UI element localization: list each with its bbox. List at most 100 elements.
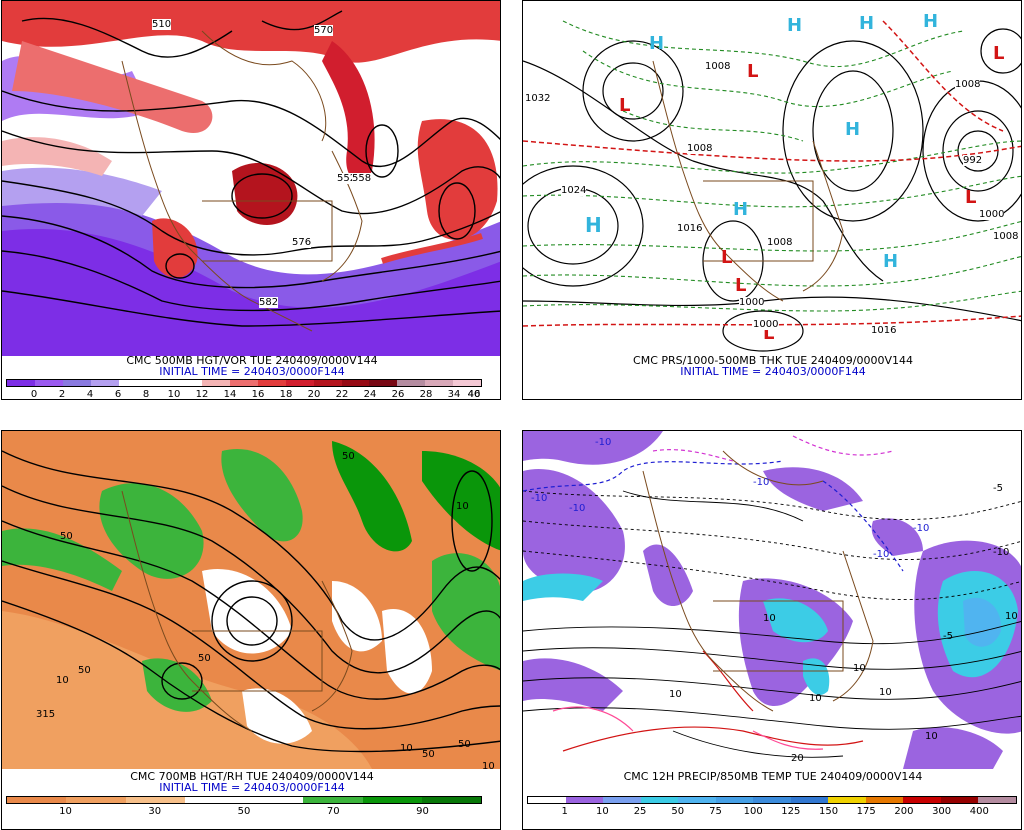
isobar-label: 1000 [753,319,779,330]
high-pressure-marker: H [733,199,749,220]
rh-label: 50 [78,665,91,676]
temp-label: 10 [925,731,938,742]
map-label: 552 [337,173,357,184]
colorbar-tick-label: 28 [419,389,433,400]
temp-label: -5 [993,483,1003,494]
colorbar-swatch [146,380,175,386]
colorbar-swatch [257,380,286,386]
colorbar-ticks: 10 30 50 70 90 [6,806,482,818]
temp-label: 10 [853,663,866,674]
colorbar-swatch [118,380,147,386]
colorbar-swatch [790,797,829,803]
map-label: 558 [352,173,372,184]
humidity-map: 50 50 10 50 50 315 50 10 10 50 10 [2,431,500,772]
colorbar-swatch [528,797,566,803]
high-pressure-marker: H [923,11,939,32]
map-label: 570 [314,25,334,36]
panel-title: CMC 500MB HGT/VOR TUE 240409/0000V144 [126,354,378,367]
isobar-label: 1008 [767,237,793,248]
high-pressure-marker: H [859,13,875,34]
colorbar-tick-label: 25 [633,806,647,817]
rh-label: 50 [342,451,355,462]
colorbar-tick-label: 10 [59,806,72,817]
colorbar-swatch [313,380,342,386]
low-pressure-marker: L [619,95,631,116]
low-pressure-marker: L [747,61,759,82]
precip-map: -10 -10 -10 -10 -10 -5 -5 -10 10 10 -10 … [523,431,1021,769]
colorbar-tick-label: 34 [447,389,461,400]
panel-subtitle: INITIAL TIME = 240403/0000F144 [159,781,345,794]
colorbar-swatch [184,797,244,803]
low-pressure-marker: L [993,43,1005,64]
colorbar-tick-label: 70 [326,806,340,817]
high-pressure-marker: H [845,119,861,140]
colorbar-swatch [90,380,119,386]
colorbar-swatch [397,380,426,386]
colorbar-tick-label: 10 [167,389,181,400]
colorbar-tick-label: 75 [709,806,722,817]
colorbar-swatch [603,797,641,803]
colorbar-tick-label: 16 [251,389,265,400]
colorbar-tick-label: 1 [561,806,568,817]
colorbar-tick-label: 50 [237,806,251,817]
temp-label: -10 [753,477,770,488]
colorbar-tick-label: 10 [596,806,609,817]
panel-subtitle: INITIAL TIME = 240403/0000F144 [680,365,866,378]
colorbar-tick-label: 12 [195,389,209,400]
colorbar-tick-label: 150 [818,806,839,817]
colorbar-swatch [940,797,979,803]
colorbar-swatch [678,797,716,803]
colorbar [527,796,1017,804]
colorbar-swatch [903,797,941,803]
isobar-label: 1000 [739,297,765,308]
pressure-map: H H H H H H H H L L L L L L L 1032 1024 … [523,1,1021,356]
rh-label: 50 [198,653,211,664]
colorbar-swatch [244,797,304,803]
low-pressure-marker: L [965,187,977,208]
colorbar-tick-label: 22 [335,389,349,400]
isobar-label: 1008 [955,79,981,90]
high-pressure-marker: H [649,33,665,54]
isobar-label: 1016 [871,325,897,336]
colorbar-tick-label: 100 [743,806,763,817]
temp-label: -10 [531,493,548,504]
colorbar-tick-label: 90 [416,806,429,817]
colorbar-swatch [174,380,203,386]
colorbar-tick-label: 200 [894,806,914,817]
isobar-label: 1008 [687,143,713,154]
colorbar-tick-label: 4 [86,389,94,400]
colorbar-tick-label: 0 [30,389,38,400]
colorbar-tick-label: 50 [671,806,685,817]
temp-label: 10 [669,689,682,700]
panel-title: CMC 12H PRECIP/850MB TEMP TUE 240409/000… [623,770,923,783]
isobar-label: 1016 [677,223,703,234]
isobar-label: 1000 [979,209,1005,220]
colorbar-tick-label: 14 [223,389,237,400]
rh-label: 315 [36,709,56,720]
vorticity-map: 510 552 558 576 582 570 [2,1,500,356]
temp-label: -5 [943,631,953,642]
temp-label: 10 [879,687,892,698]
colorbar-tick-label: 2 [58,389,66,400]
colorbar-swatch [62,380,91,386]
colorbar-ticks: 0 2 4 6 8 10 12 14 16 18 20 22 24 26 28 34 40 46 [6,389,482,400]
colorbar-swatch [230,380,258,386]
colorbar-swatch [421,797,481,803]
colorbar-swatch [202,380,230,386]
rh-label: 50 [458,739,471,750]
panel-500mb-hgt-vor: 510 552 558 576 582 570 CMC 500MB HGT/VO… [1,0,501,400]
colorbar-swatch [865,797,904,803]
panel-subtitle: INITIAL TIME = 240403/0000F144 [159,365,345,378]
high-pressure-marker: H [787,15,803,36]
colorbar-swatch [66,797,126,803]
panel-700mb-hgt-rh: 50 50 10 50 50 315 50 10 10 50 10 CMC 70… [1,430,501,830]
colorbar-swatch [565,797,604,803]
colorbar-tick-label: 18 [279,389,293,400]
colorbar-tick-label: 400 [969,806,989,817]
map-label: 576 [292,237,312,248]
temp-label: 20 [791,753,804,764]
rh-label: 50 [60,531,73,542]
isobar-label: 992 [963,155,983,166]
rh-label: 10 [482,761,495,772]
colorbar-swatch [362,797,422,803]
